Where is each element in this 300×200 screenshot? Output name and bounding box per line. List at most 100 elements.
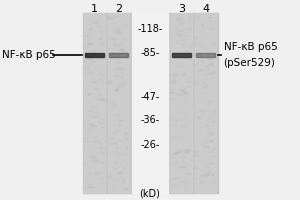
Ellipse shape — [207, 172, 211, 173]
Ellipse shape — [100, 75, 106, 76]
Ellipse shape — [171, 92, 174, 93]
Ellipse shape — [100, 127, 104, 128]
Ellipse shape — [89, 156, 94, 157]
Text: NF-κB p65: NF-κB p65 — [224, 42, 277, 52]
Ellipse shape — [212, 174, 214, 176]
Ellipse shape — [124, 132, 128, 133]
Ellipse shape — [190, 47, 192, 49]
Ellipse shape — [88, 94, 91, 95]
Ellipse shape — [120, 69, 125, 70]
Ellipse shape — [198, 54, 203, 56]
Ellipse shape — [176, 19, 181, 20]
Bar — [171, 13, 192, 193]
Ellipse shape — [112, 143, 116, 145]
Bar — [82, 13, 132, 193]
Ellipse shape — [176, 153, 178, 154]
Bar — [85, 53, 104, 57]
Ellipse shape — [101, 81, 106, 82]
Ellipse shape — [116, 30, 120, 32]
Ellipse shape — [126, 147, 127, 149]
Ellipse shape — [208, 132, 214, 134]
Ellipse shape — [87, 186, 92, 188]
Ellipse shape — [179, 167, 184, 168]
Ellipse shape — [200, 175, 203, 176]
Ellipse shape — [116, 90, 118, 91]
Ellipse shape — [88, 59, 92, 60]
Ellipse shape — [185, 98, 187, 99]
Ellipse shape — [174, 163, 177, 164]
Ellipse shape — [210, 114, 215, 116]
Text: 4: 4 — [202, 4, 209, 14]
Ellipse shape — [99, 147, 102, 149]
Ellipse shape — [108, 81, 112, 84]
Ellipse shape — [113, 42, 116, 44]
Ellipse shape — [118, 171, 122, 173]
Text: (kD): (kD) — [140, 188, 160, 198]
Bar — [195, 13, 216, 193]
Ellipse shape — [99, 38, 103, 40]
Ellipse shape — [109, 175, 112, 177]
Ellipse shape — [183, 167, 187, 168]
Ellipse shape — [94, 88, 98, 89]
Ellipse shape — [171, 82, 175, 84]
Ellipse shape — [195, 156, 199, 157]
Ellipse shape — [99, 26, 105, 27]
Ellipse shape — [91, 141, 96, 142]
Ellipse shape — [170, 89, 175, 90]
Ellipse shape — [101, 161, 105, 164]
Ellipse shape — [86, 35, 88, 37]
Ellipse shape — [182, 73, 185, 75]
Ellipse shape — [205, 125, 208, 126]
Ellipse shape — [99, 79, 102, 80]
Bar — [172, 53, 191, 57]
Ellipse shape — [88, 73, 93, 74]
Ellipse shape — [183, 43, 184, 44]
Ellipse shape — [201, 181, 204, 182]
Ellipse shape — [93, 187, 95, 189]
Ellipse shape — [200, 110, 205, 112]
Ellipse shape — [194, 167, 199, 169]
Ellipse shape — [176, 32, 179, 34]
Ellipse shape — [173, 178, 178, 179]
Ellipse shape — [209, 141, 214, 142]
Ellipse shape — [212, 110, 215, 112]
Ellipse shape — [181, 161, 185, 162]
Ellipse shape — [94, 81, 98, 82]
Ellipse shape — [93, 51, 95, 53]
Ellipse shape — [114, 45, 118, 46]
Ellipse shape — [177, 95, 183, 96]
Ellipse shape — [117, 63, 121, 64]
Ellipse shape — [92, 160, 97, 162]
Ellipse shape — [203, 146, 209, 148]
Ellipse shape — [89, 124, 94, 125]
Ellipse shape — [208, 58, 213, 61]
Text: 2: 2 — [115, 4, 122, 14]
Ellipse shape — [180, 136, 182, 137]
Ellipse shape — [127, 53, 129, 55]
Ellipse shape — [115, 162, 118, 164]
Bar — [168, 13, 218, 193]
Ellipse shape — [208, 73, 214, 75]
Ellipse shape — [94, 96, 97, 97]
Text: 1: 1 — [91, 4, 98, 14]
Ellipse shape — [204, 174, 209, 177]
Ellipse shape — [173, 153, 176, 155]
Text: -36-: -36- — [140, 115, 160, 125]
Ellipse shape — [119, 178, 125, 179]
Ellipse shape — [185, 185, 187, 186]
Bar — [108, 13, 129, 193]
Ellipse shape — [116, 89, 118, 91]
Ellipse shape — [111, 38, 116, 40]
Ellipse shape — [184, 35, 188, 37]
Ellipse shape — [91, 116, 96, 118]
Ellipse shape — [202, 82, 206, 83]
Text: 3: 3 — [178, 4, 185, 14]
Ellipse shape — [180, 90, 186, 91]
Ellipse shape — [88, 94, 91, 95]
Ellipse shape — [118, 54, 120, 55]
Ellipse shape — [208, 104, 210, 106]
Ellipse shape — [202, 86, 206, 88]
Ellipse shape — [118, 120, 123, 122]
Text: -47-: -47- — [140, 92, 160, 102]
Bar — [132, 13, 168, 193]
